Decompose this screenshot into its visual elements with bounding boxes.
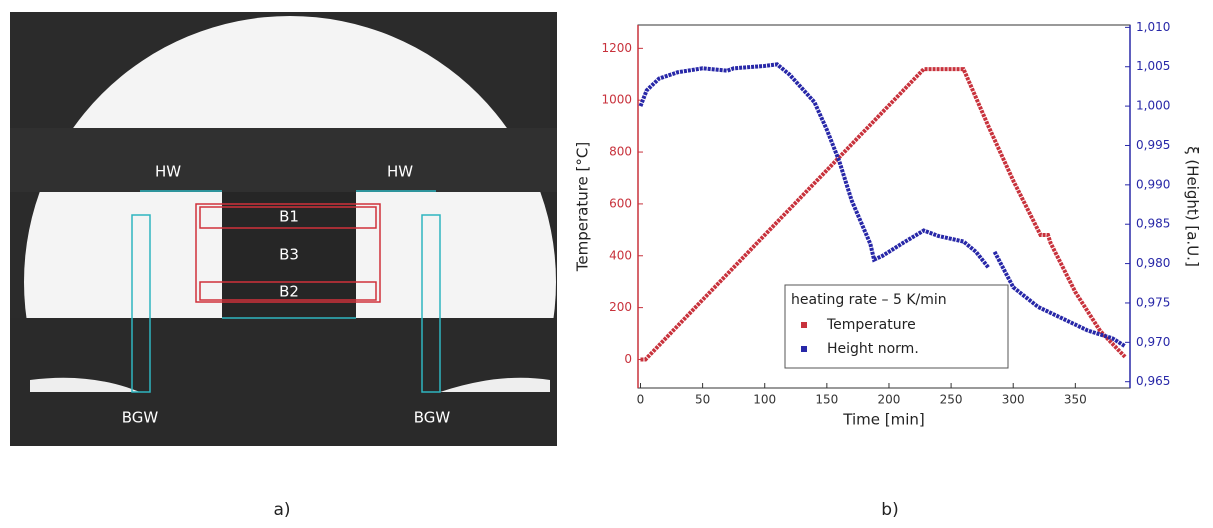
legend-label: Height norm.	[827, 341, 919, 357]
light-wedge	[440, 377, 550, 392]
roi-box	[199, 206, 377, 229]
x-tick-label: 250	[940, 393, 963, 407]
y-tick-label: 1000	[601, 93, 632, 107]
y2-axis-title: ξ (Height) [a.U.]	[1184, 146, 1202, 267]
series-line	[640, 67, 1127, 362]
legend-title: heating rate – 5 K/min	[791, 292, 947, 308]
roi-box	[421, 214, 441, 393]
x-axis-title: Time [min]	[842, 411, 924, 429]
roi-box	[199, 281, 377, 301]
legend-box	[784, 284, 1009, 369]
x-tick-label: 0	[637, 393, 645, 407]
region-label: HW	[387, 163, 413, 181]
x-tick-label: 150	[815, 393, 838, 407]
panel-caption: a)	[273, 500, 290, 520]
y2-tick-label: 0,965	[1136, 374, 1170, 388]
y2-tick-label: 0,970	[1136, 335, 1170, 349]
y-tick-label: 200	[609, 300, 632, 314]
upper-holder	[10, 128, 557, 192]
roi-box	[195, 203, 381, 303]
x-tick-label: 350	[1064, 393, 1087, 407]
region-label: BGW	[414, 409, 451, 427]
region-label: B2	[279, 283, 299, 301]
legend-swatch	[801, 322, 807, 328]
y2-tick-label: 0,975	[1136, 295, 1170, 309]
light-wedge	[30, 377, 140, 392]
series-line	[638, 62, 1127, 348]
photo-panel: HW HW B1 B3 B2 BGW BGW	[10, 12, 557, 446]
y2-tick-label: 1,010	[1136, 20, 1170, 34]
region-label: B1	[279, 208, 299, 226]
y2-tick-label: 0,985	[1136, 217, 1170, 231]
y-tick-label: 800	[609, 145, 632, 159]
x-tick-label: 50	[695, 393, 710, 407]
y2-tick-label: 1,000	[1136, 99, 1170, 113]
y2-tick-label: 0,990	[1136, 177, 1170, 191]
y2-tick-label: 0,980	[1136, 256, 1170, 270]
y-tick-label: 600	[609, 196, 632, 210]
y-tick-label: 400	[609, 248, 632, 262]
legend-label: Temperature	[826, 317, 916, 333]
chart: 0 50 100 150 200 250 300 350 0 200 400 600 800 1000 12…	[574, 20, 1202, 429]
roi-box	[131, 214, 151, 393]
x-tick-label: 100	[753, 393, 776, 407]
region-label: HW	[155, 163, 181, 181]
sample	[222, 192, 356, 318]
region-label: BGW	[122, 409, 159, 427]
region-label: B3	[279, 246, 299, 264]
x-tick-label: 300	[1002, 393, 1025, 407]
y2-tick-label: 0,995	[1136, 138, 1170, 152]
y-tick-label: 1200	[601, 41, 632, 55]
y2-tick-label: 1,005	[1136, 59, 1170, 73]
x-tick-label: 200	[878, 393, 901, 407]
panel-caption: b)	[881, 500, 898, 520]
y-tick-label: 0	[624, 352, 632, 366]
legend-swatch	[801, 346, 807, 352]
y-axis-title: Temperature [°C]	[574, 142, 592, 272]
